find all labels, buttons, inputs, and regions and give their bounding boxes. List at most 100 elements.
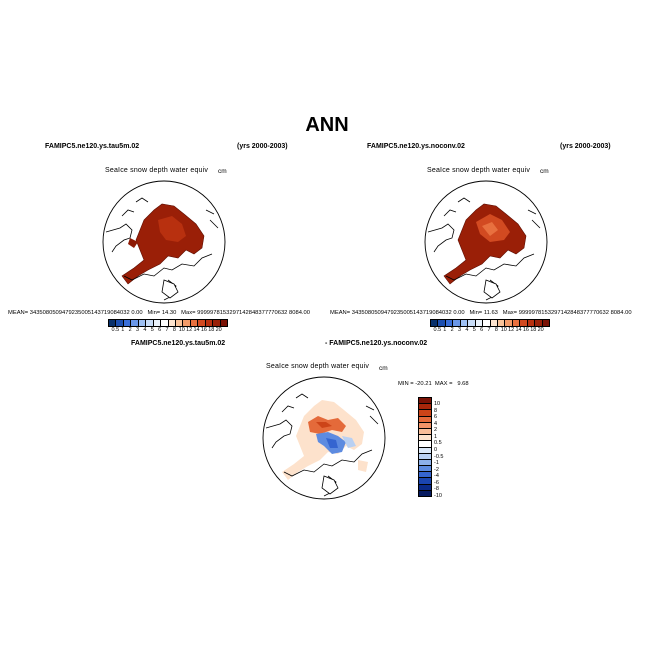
diff-map [262,376,386,500]
colorbar-swatch [419,453,431,460]
panel2-max-value: 9999978153297142848377770632 8084.00 [518,310,632,316]
colorbar-label: 2 [434,427,438,434]
colorbar-label: 1 [443,327,447,333]
colorbar-label: 3 [457,327,462,333]
panel2-map [424,180,548,304]
colorbar-swatch [419,447,431,454]
colorbar-label: 7 [165,327,169,333]
colorbar-label: 16 [522,327,529,333]
colorbar-swatch [109,320,117,326]
colorbar-swatch [460,320,469,326]
colorbar-swatch [445,320,454,326]
colorbar-label: 18 [530,327,537,333]
diff-variable-label: SeaIce snow depth water equiv [266,363,370,370]
colorbar-swatch [175,320,184,326]
panel2-seaice-field [443,203,527,285]
panel2-years: (yrs 2000-2003) [560,143,611,150]
diff-colorbar-labels: 10 8 6 4 2 1 0.5 0 -0.5 -1 -2 -4 -6 -8 -10 [434,401,464,499]
panel1-min-value: 14.30 [161,310,177,316]
colorbar-swatch [419,404,431,411]
colorbar-swatch [431,320,439,326]
colorbar-swatch [542,320,549,326]
colorbar-label: 5 [472,327,476,333]
colorbar-swatch [535,320,543,326]
panel1-variable-label: SeaIce snow depth water equiv [105,167,209,174]
colorbar-label: 4 [465,327,469,333]
panel1-years: (yrs 2000-2003) [237,143,288,150]
colorbar-swatch [512,320,521,326]
colorbar-label: 12 [186,327,193,333]
colorbar-label: 0 [434,446,438,453]
colorbar-swatch [438,320,446,326]
colorbar-label: 16 [200,327,207,333]
colorbar-swatch [419,459,431,467]
panel2-variable-label: SeaIce snow depth water equiv [427,167,531,174]
colorbar-label: -10 [434,492,442,499]
colorbar-swatch [153,320,162,326]
colorbar-swatch [131,320,139,326]
colorbar-swatch [419,416,431,423]
colorbar-label: -4 [434,473,439,480]
panel1-stats: MEAN= 3435080509479235005143719084032 0.… [8,310,310,316]
colorbar-swatch [497,320,506,326]
colorbar-label: 2 [128,327,132,333]
panel1-map [102,180,226,304]
panel1-units: cm [218,168,227,175]
colorbar-swatch [190,320,199,326]
colorbar-label: 8 [494,327,498,333]
colorbar-label: 5 [150,327,154,333]
colorbar-swatch [138,320,147,326]
diff-units: cm [379,365,388,372]
colorbar-label: 2 [450,327,454,333]
colorbar-swatch [419,484,431,491]
colorbar-label: 4 [143,327,147,333]
panel1-max-value: 9999978153297142848377770632 8084.00 [197,310,310,316]
colorbar-label: 4 [434,420,438,427]
colorbar-label: 10 [178,327,185,333]
colorbar-label: 12 [508,327,515,333]
colorbar-swatch [475,320,484,326]
colorbar-swatch [453,320,461,326]
colorbar-swatch [520,320,528,326]
diff-case-a: FAMIPC5.ne120.ys.tau5m.02 [131,340,226,347]
panel1-mean-value: 3435080509479235005143719084032 0.00 [29,310,143,316]
colorbar-swatch [419,410,431,417]
colorbar-label: -0.5 [434,453,444,460]
colorbar-label: -2 [434,466,439,473]
colorbar-label: 8 [172,327,176,333]
colorbar-swatch [419,466,431,473]
panel2-mean-value: 3435080509479235005143719084032 0.00 [351,310,465,316]
diff-max-value: 9.68 [457,381,469,387]
colorbar-label: 0.5 [433,327,442,333]
colorbar-label: 1 [434,433,438,440]
colorbar-swatch [205,320,214,326]
colorbar-swatch [419,398,431,405]
colorbar-label: 6 [480,327,484,333]
diff-colorbar [418,397,432,497]
colorbar-label: 20 [537,327,544,333]
colorbar-label: 0.5 [434,440,442,447]
colorbar-label: 6 [434,414,438,421]
colorbar-label: 14 [515,327,522,333]
panel1-case-title: FAMIPC5.ne120.ys.tau5m.02 [45,143,140,150]
colorbar-swatch [505,320,513,326]
colorbar-swatch [527,320,536,326]
colorbar-swatch [419,472,431,479]
colorbar-swatch [419,478,431,485]
panel1-colorbar-labels: 0.5 1 2 3 4 5 6 7 8 10 12 14 16 18 20 [108,327,226,335]
colorbar-swatch [123,320,132,326]
panel2-colorbar [430,319,550,327]
panel2-units: cm [540,168,549,175]
colorbar-label: 3 [135,327,140,333]
colorbar-swatch [419,428,431,436]
colorbar-swatch [146,320,154,326]
colorbar-label: 14 [193,327,200,333]
colorbar-label: 7 [487,327,491,333]
colorbar-label: 20 [215,327,222,333]
colorbar-label: 18 [208,327,215,333]
diff-case-b: - FAMIPC5.ne120.ys.noconv.02 [325,340,428,347]
colorbar-swatch [116,320,124,326]
panel1-colorbar [108,319,228,327]
colorbar-label: 6 [158,327,162,333]
colorbar-swatch [490,320,498,326]
